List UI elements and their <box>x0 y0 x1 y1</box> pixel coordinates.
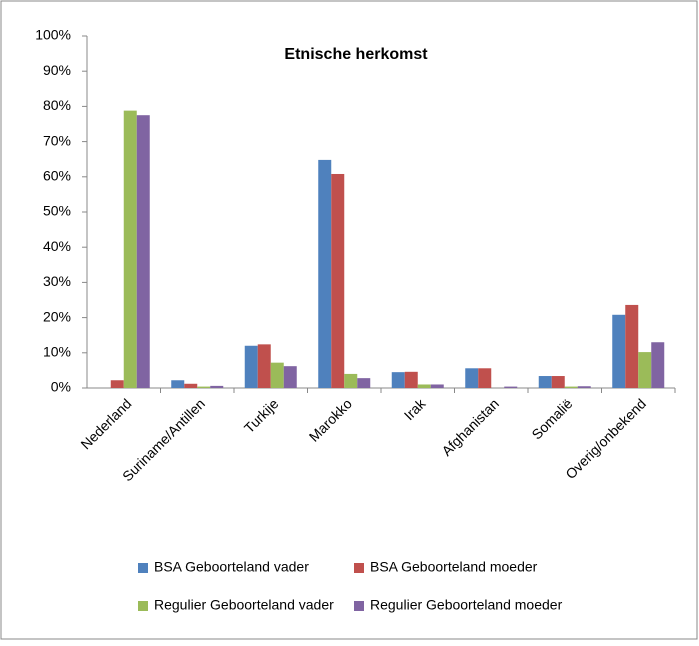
y-tick-label: 50% <box>43 203 71 219</box>
legend-swatch <box>354 563 364 573</box>
bar <box>404 371 418 388</box>
y-tick-label: 100% <box>35 27 71 43</box>
bar <box>197 386 211 388</box>
chart-title: Etnische herkomst <box>284 46 428 63</box>
bar <box>612 314 626 388</box>
bar <box>318 159 332 388</box>
bar <box>625 304 639 388</box>
bar <box>331 173 345 388</box>
bar <box>357 378 371 388</box>
y-tick-label: 40% <box>43 238 71 254</box>
legend-label: BSA Geboorteland moeder <box>370 559 538 575</box>
bar <box>283 366 297 388</box>
bar <box>638 352 652 388</box>
bar <box>430 384 444 388</box>
bar <box>136 115 150 388</box>
y-tick-label: 10% <box>43 344 71 360</box>
bar <box>257 344 271 388</box>
y-tick-label: 0% <box>51 379 71 395</box>
bar <box>184 383 198 388</box>
bar <box>651 342 665 388</box>
bar <box>577 386 591 388</box>
bar <box>478 368 492 388</box>
bar <box>344 373 358 388</box>
y-tick-label: 80% <box>43 97 71 113</box>
legend-label: Regulier Geboorteland moeder <box>370 597 563 613</box>
y-tick-label: 60% <box>43 168 71 184</box>
bar <box>391 372 405 388</box>
bar <box>244 345 258 388</box>
bar <box>110 380 124 388</box>
legend-swatch <box>138 563 148 573</box>
y-tick-label: 70% <box>43 132 71 148</box>
bar <box>417 384 431 388</box>
legend-label: Regulier Geboorteland vader <box>154 597 334 613</box>
bar <box>210 385 224 388</box>
y-tick-label: 90% <box>43 62 71 78</box>
legend-label: BSA Geboorteland vader <box>154 559 309 575</box>
bar <box>538 376 552 388</box>
bar <box>123 110 137 389</box>
y-tick-label: 30% <box>43 273 71 289</box>
bar <box>465 368 479 388</box>
bar <box>564 386 578 388</box>
bar <box>171 380 185 388</box>
bar <box>551 376 565 388</box>
legend-swatch <box>138 601 148 611</box>
legend-swatch <box>354 601 364 611</box>
y-tick-label: 20% <box>43 308 71 324</box>
bar <box>270 362 284 388</box>
bar <box>504 386 518 388</box>
